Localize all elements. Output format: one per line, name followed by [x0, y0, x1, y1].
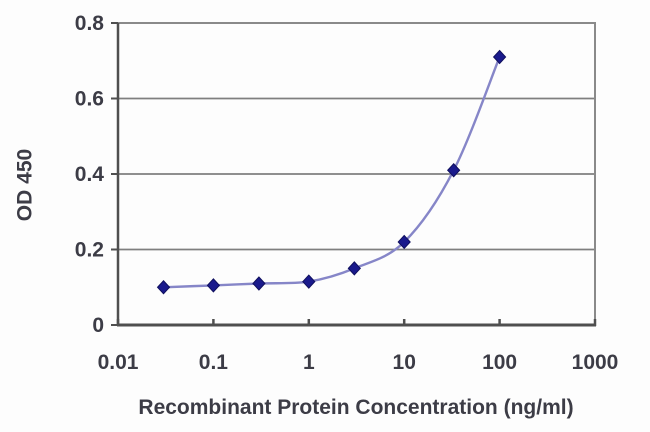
x-axis-title: Recombinant Protein Concentration (ng/ml…: [138, 396, 573, 419]
y-tick-label-0.2: 0.2: [75, 239, 104, 262]
data-point-marker-0.1: [206, 278, 221, 293]
data-point-marker-100: [492, 49, 507, 65]
y-tick-label-0: 0: [92, 314, 104, 337]
x-tick-label-10: 10: [393, 351, 416, 374]
x-tick-label-1000: 1000: [572, 351, 619, 374]
y-tick-label-0.4: 0.4: [75, 163, 105, 186]
x-tick-label-1: 1: [303, 351, 315, 374]
x-tick-label-100: 100: [482, 351, 517, 374]
data-point-marker-1: [302, 274, 316, 289]
data-point-marker-33: [446, 162, 461, 178]
x-tick-label-0.1: 0.1: [199, 351, 229, 374]
data-point-marker-0.3: [252, 276, 266, 291]
data-point-marker-0.03: [156, 280, 171, 295]
tick-labels: 0.01 0.1 1 10 100 1000 0 0.2 0.4 0.6 0.8: [75, 12, 619, 374]
axes: [111, 22, 597, 327]
gridlines: [118, 22, 595, 251]
y-tick-label-0.6: 0.6: [75, 88, 104, 111]
data-point-marker-3: [347, 261, 361, 276]
data-point-marker-10: [397, 234, 411, 250]
y-tick-label-0.8: 0.8: [75, 12, 105, 35]
data-series: [156, 49, 507, 295]
x-tick-label-0.01: 0.01: [98, 351, 139, 374]
y-axis-title: OD 450: [13, 149, 36, 221]
